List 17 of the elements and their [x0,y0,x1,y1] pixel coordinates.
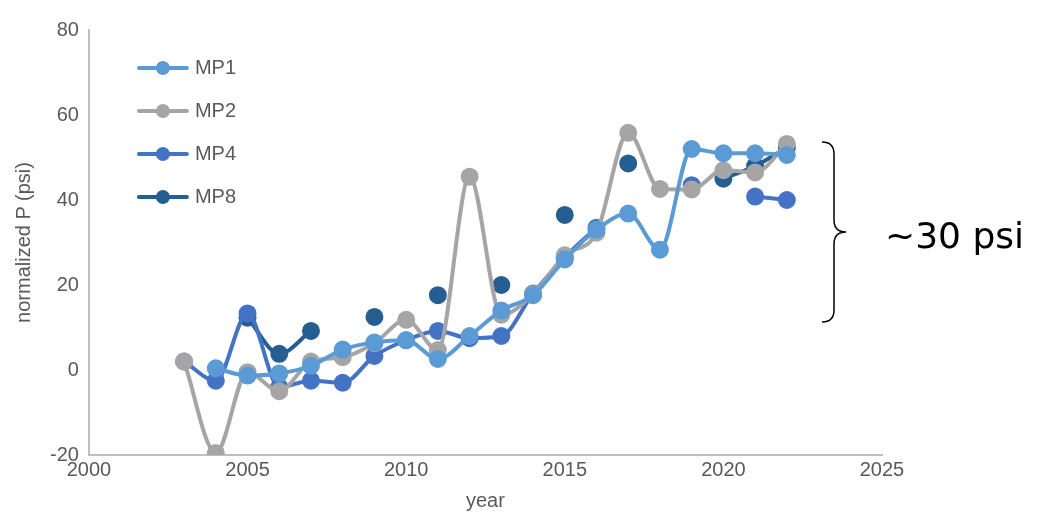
legend-label: MP8 [194,184,237,207]
x-tick-label: 2015 [542,457,588,480]
y-axis-title: normalized P (psi) [11,162,34,323]
x-tick-label: 2025 [859,457,905,480]
y-tick-label: 0 [67,357,79,380]
x-tick-label: 2005 [225,457,270,480]
y-tick-label: 60 [56,102,79,125]
y-tick-label: 80 [56,17,79,40]
text: ~30 psi [885,215,1025,256]
x-tick-label: 2020 [701,457,746,480]
legend-label: MP2 [194,98,237,121]
y-tick-label: 40 [56,187,79,210]
x-tick-label: 2010 [383,457,429,480]
legend-label: MP4 [194,141,237,164]
legend-label: MP1 [194,55,237,78]
x-axis-title: year [466,488,506,511]
y-tick-label: 20 [56,272,79,295]
